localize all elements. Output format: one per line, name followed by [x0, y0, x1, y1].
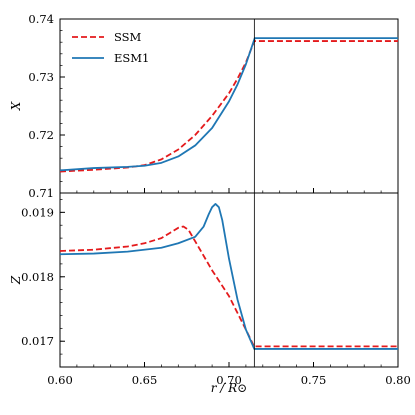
- top-y-tick-label: 0.71: [28, 186, 54, 200]
- top-y-tick-label: 0.73: [28, 70, 54, 84]
- legend-ssm-label: SSM: [114, 30, 142, 44]
- legend-esm1-label: ESM1: [114, 51, 149, 65]
- x-tick-label: 0.80: [385, 373, 411, 387]
- x-tick-label: 0.60: [47, 373, 73, 387]
- bottom-y-ticks: 0.017 0.018 0.019: [21, 199, 65, 368]
- bottom-series-esm1-line: [59, 203, 398, 350]
- bottom-series-lines: [59, 203, 398, 350]
- x-axis-label: r / R⊙: [211, 381, 248, 395]
- x-tick-label: 0.65: [132, 373, 158, 387]
- x-tick-label: 0.75: [301, 373, 327, 387]
- bottom-y-axis-label: Z: [9, 275, 23, 285]
- top-series-esm1-line: [59, 37, 398, 172]
- top-y-tick-label: 0.74: [28, 12, 54, 26]
- legend: SSM ESM1: [72, 30, 149, 65]
- top-series-ssm-line: [59, 40, 398, 173]
- bottom-panel-z-abundance: 0.017 0.018 0.019 0.60 0.65 0.70 0.75 0.80 Z r…: [9, 192, 411, 395]
- top-x-ticks: [59, 188, 399, 193]
- bottom-y-tick-label: 0.018: [21, 270, 54, 284]
- bottom-x-ticks: 0.60 0.65 0.70 0.75 0.80: [47, 362, 411, 387]
- top-panel-x-abundance: 0.71 0.72 0.73 0.74 X SSM ESM1: [9, 12, 399, 200]
- bottom-series-ssm-line: [59, 225, 398, 348]
- bottom-plot-frame: [59, 192, 399, 368]
- top-series-lines: [59, 37, 398, 173]
- top-y-tick-label: 0.72: [28, 128, 54, 142]
- bottom-y-tick-label: 0.019: [21, 205, 54, 219]
- bottom-y-tick-label: 0.017: [21, 334, 54, 348]
- x-tick-label: 0.70: [216, 373, 242, 387]
- top-y-axis-label: X: [9, 101, 23, 111]
